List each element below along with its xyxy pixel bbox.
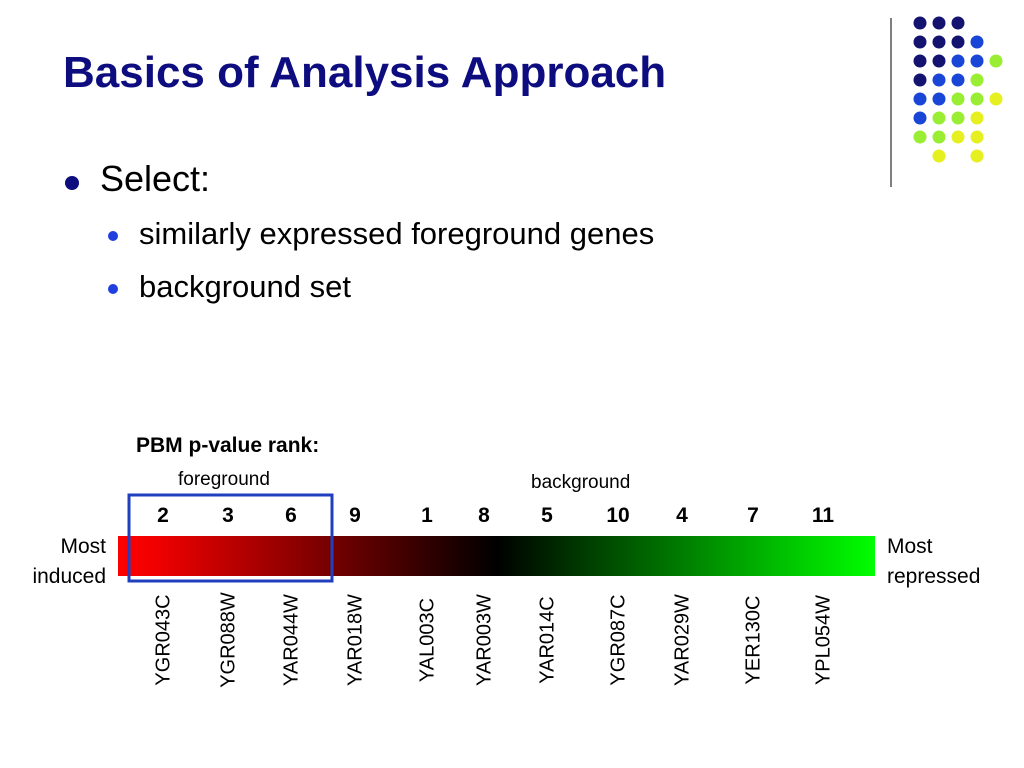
rank: 11 — [811, 504, 835, 527]
gene-label: YAR029W — [671, 594, 694, 686]
dot — [932, 92, 946, 106]
gene-label: YGR088W — [217, 592, 240, 688]
background-label: background — [531, 472, 631, 493]
dot — [951, 130, 965, 144]
gene-label: YGR087C — [607, 594, 630, 686]
dot — [932, 149, 946, 163]
sub-bullet-text: background set — [139, 269, 351, 304]
dot — [913, 73, 927, 87]
bullet — [108, 284, 118, 294]
rank: 10 — [606, 504, 630, 527]
right-label: Most repressed — [887, 535, 981, 588]
foreground-box — [127, 493, 334, 583]
dot — [951, 16, 965, 30]
left-label: Most induced — [32, 535, 106, 588]
gene-label: YGR043C — [152, 594, 175, 686]
dot — [989, 54, 1003, 68]
rank: 7 — [747, 504, 759, 527]
rank: 6 — [285, 504, 297, 527]
title: Basics of Analysis Approach — [63, 48, 667, 97]
bullet — [65, 176, 79, 190]
gene-label: YPL054W — [812, 594, 835, 686]
rank: 3 — [222, 504, 234, 527]
dot — [989, 92, 1003, 106]
dot — [913, 54, 927, 68]
bullet-text: Select: — [100, 158, 211, 199]
caption: PBM p-value rank: — [136, 434, 320, 457]
dot — [932, 111, 946, 125]
dot — [951, 111, 965, 125]
dot — [913, 16, 927, 30]
dot — [951, 54, 965, 68]
dot-grid — [913, 16, 1003, 163]
rank: 2 — [157, 504, 169, 527]
rank: 4 — [676, 504, 688, 527]
dot — [932, 73, 946, 87]
gene-label: YAR018W — [344, 594, 367, 686]
dot — [932, 54, 946, 68]
rank: 8 — [478, 504, 490, 527]
dot — [970, 111, 984, 125]
gradient-bar — [118, 536, 875, 576]
dot — [913, 130, 927, 144]
gene-label: YAR003W — [473, 594, 496, 686]
dot — [970, 73, 984, 87]
gene-label: YAL003C — [416, 597, 439, 683]
dot — [913, 111, 927, 125]
dot — [970, 149, 984, 163]
dot — [932, 130, 946, 144]
rank: 9 — [349, 504, 361, 527]
dot — [970, 92, 984, 106]
gene-label: YER130C — [742, 595, 765, 685]
bullet — [108, 231, 118, 241]
rank: 5 — [541, 504, 553, 527]
dot — [951, 35, 965, 49]
gene-label: YAR044W — [280, 594, 303, 686]
gene-label: YAR014C — [536, 596, 559, 684]
dot — [913, 35, 927, 49]
dot — [970, 54, 984, 68]
dot — [913, 92, 927, 106]
dot — [932, 16, 946, 30]
dot — [932, 35, 946, 49]
foreground-label: foreground — [178, 469, 270, 490]
sub-bullet-text: similarly expressed foreground genes — [139, 216, 655, 251]
dot — [951, 73, 965, 87]
rank: 1 — [421, 504, 433, 527]
dot — [970, 35, 984, 49]
dot — [951, 92, 965, 106]
dot — [970, 130, 984, 144]
